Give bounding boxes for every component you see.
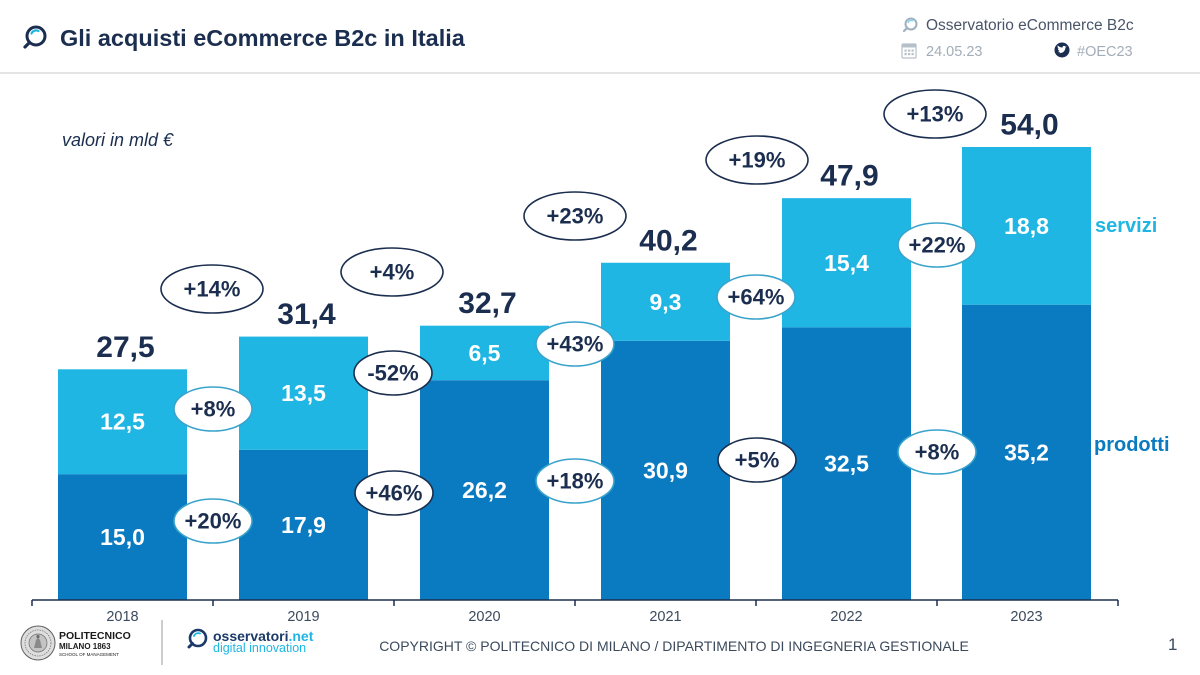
growth-label-totale-2023: +13%	[907, 102, 964, 127]
osservatori-brand: osservatori.net	[213, 628, 314, 644]
bar-prodotti-2019	[239, 449, 368, 600]
growth-ellipse-servizi-2023	[897, 222, 977, 268]
year-label-2020: 2020	[468, 609, 500, 625]
growth-ellipse-totale-2022	[705, 135, 809, 185]
university-city: MILANO 1863	[59, 642, 111, 651]
university-name: POLITECNICO	[59, 630, 131, 642]
growth-ellipse-totale-2019	[160, 264, 264, 314]
bar-servizi-2020	[420, 325, 549, 381]
footer: POLITECNICO MILANO 1863 SCHOOL OF MANAGE…	[20, 620, 1177, 665]
growth-label-totale-2019: +14%	[184, 277, 241, 302]
total-label-2018: 27,5	[96, 331, 154, 364]
value-label-servizi-2022: 15,4	[824, 250, 869, 276]
growth-label-prodotti-2022: +5%	[735, 448, 780, 473]
calendar-icon	[901, 43, 917, 59]
growth-label-prodotti-2019: +20%	[185, 509, 242, 534]
growth-label-prodotti-2020: +46%	[366, 481, 423, 506]
bar-prodotti-2023	[962, 304, 1091, 600]
header: Gli acquisti eCommerce B2c in Italia Oss…	[0, 17, 1200, 74]
observatory-name: Osservatorio eCommerce B2c	[926, 17, 1134, 34]
year-label-2022: 2022	[830, 609, 862, 625]
twitter-icon	[1054, 42, 1070, 58]
value-label-prodotti-2020: 26,2	[462, 477, 507, 503]
bar-servizi-2022	[782, 198, 911, 328]
copyright: COPYRIGHT © POLITECNICO DI MILANO / DIPA…	[379, 638, 969, 654]
legend-servizi: servizi	[1095, 215, 1157, 237]
magnifier-icon	[902, 17, 918, 33]
growth-ellipse-prodotti-2023	[897, 429, 977, 475]
value-label-servizi-2023: 18,8	[1004, 213, 1049, 239]
value-label-servizi-2019: 13,5	[281, 380, 326, 406]
chart-unit-label: valori in mld €	[62, 130, 174, 150]
total-label-2023: 54,0	[1000, 109, 1058, 142]
total-label-2022: 47,9	[820, 160, 878, 193]
year-label-2021: 2021	[649, 609, 681, 625]
bar-prodotti-2018	[58, 474, 187, 600]
growth-label-prodotti-2023: +8%	[915, 440, 960, 465]
growth-label-prodotti-2021: +18%	[547, 469, 604, 494]
growth-ellipse-prodotti-2021	[535, 458, 615, 504]
value-label-servizi-2018: 12,5	[100, 409, 145, 435]
bar-servizi-2021	[601, 262, 730, 341]
growth-ellipse-servizi-2022	[716, 274, 796, 320]
total-label-2020: 32,7	[458, 287, 516, 320]
growth-ellipse-totale-2023	[883, 89, 987, 139]
growth-label-totale-2021: +23%	[547, 204, 604, 229]
osservatori-logo-icon	[187, 628, 208, 649]
university-school: SCHOOL OF MANAGEMENT	[59, 652, 119, 657]
growth-ellipse-servizi-2020	[353, 350, 433, 396]
politecnico-seal-icon	[20, 625, 56, 661]
growth-ellipse-prodotti-2019	[173, 498, 253, 544]
growth-ellipse-totale-2021	[523, 191, 627, 241]
magnifier-logo-icon	[23, 25, 47, 49]
growth-ellipse-totale-2020	[340, 247, 444, 297]
page-title: Gli acquisti eCommerce B2c in Italia	[60, 25, 466, 51]
brand-tld: .net	[288, 628, 313, 644]
page-number: 1	[1168, 635, 1177, 654]
growth-ellipse-prodotti-2022	[717, 437, 797, 483]
value-label-servizi-2020: 6,5	[469, 340, 501, 366]
growth-label-servizi-2020: -52%	[367, 361, 418, 386]
value-label-prodotti-2018: 15,0	[100, 524, 145, 550]
growth-ellipse-prodotti-2020	[354, 470, 434, 516]
legend-prodotti: prodotti	[1094, 434, 1170, 456]
value-label-prodotti-2019: 17,9	[281, 512, 326, 538]
growth-label-totale-2020: +4%	[370, 260, 415, 285]
presentation-date: 24.05.23	[926, 44, 982, 60]
bar-prodotti-2022	[782, 327, 911, 600]
chart: 15,0 12,5 27,5 2018 17,9 13,5 31,4 2019 26,2 6,5 3…	[31, 89, 1119, 625]
value-label-servizi-2021: 9,3	[650, 289, 682, 315]
year-label-2018: 2018	[106, 609, 138, 625]
growth-label-servizi-2023: +22%	[909, 233, 966, 258]
legend: servizi prodotti	[1094, 215, 1170, 456]
growth-label-servizi-2021: +43%	[547, 332, 604, 357]
year-label-2019: 2019	[287, 609, 319, 625]
total-label-2019: 31,4	[277, 298, 336, 331]
bar-servizi-2018	[58, 369, 187, 475]
growth-ellipse-servizi-2019	[173, 386, 253, 432]
hashtag: #OEC23	[1077, 44, 1133, 60]
bar-prodotti-2020	[420, 380, 549, 600]
growth-ellipse-servizi-2021	[535, 321, 615, 367]
bar-servizi-2019	[239, 336, 368, 450]
brand-name: osservatori	[213, 628, 288, 644]
bar-servizi-2023	[962, 147, 1091, 305]
growth-label-totale-2022: +19%	[729, 148, 786, 173]
brand-subtitle: digital innovation	[213, 641, 306, 655]
value-label-prodotti-2023: 35,2	[1004, 439, 1049, 465]
year-label-2023: 2023	[1010, 609, 1042, 625]
total-label-2021: 40,2	[639, 224, 697, 257]
value-label-prodotti-2021: 30,9	[643, 457, 688, 483]
growth-label-servizi-2019: +8%	[191, 397, 236, 422]
value-label-prodotti-2022: 32,5	[824, 451, 869, 477]
bar-prodotti-2021	[601, 340, 730, 600]
growth-label-servizi-2022: +64%	[728, 285, 785, 310]
